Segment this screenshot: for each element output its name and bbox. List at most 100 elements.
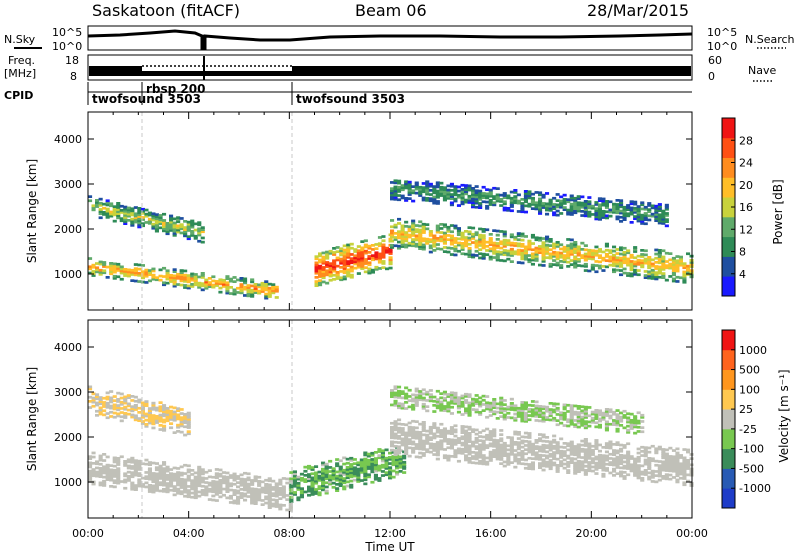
power-cell [622,207,627,211]
velocity-cell [449,446,454,450]
velocity-cell [397,437,402,440]
power-cell [318,283,323,287]
velocity-cell [418,394,423,397]
velocity-cell [643,452,648,456]
velocity-cell [538,407,543,410]
velocity-cell [573,449,578,452]
velocity-cell [569,406,574,409]
power-cell [346,245,351,249]
velocity-cell [384,463,389,466]
power-cell [397,190,402,193]
velocity-cell [91,468,96,471]
power-cell [421,237,426,241]
velocity-cell [314,481,319,485]
power-cell [377,260,382,264]
velocity-cell [147,484,152,487]
velocity-cell [428,428,433,431]
power-cell [314,276,319,279]
power-cell [397,236,402,240]
power-cell [590,265,595,269]
power-cell [442,198,447,202]
power-cell [671,256,676,260]
velocity-cell [456,410,461,414]
velocity-cell [331,475,336,479]
velocity-cell [530,408,535,412]
power-cell [633,273,638,276]
velocity-cell [172,416,177,420]
velocity-cell [566,403,571,407]
power-cell [506,249,511,253]
velocity-cell [460,394,465,398]
velocity-cell [604,412,609,415]
velocity-cell [380,449,385,453]
power-colorbar-swatch [722,236,735,257]
velocity-cell [650,457,655,461]
power-cell [176,274,181,278]
power-cell [271,287,276,291]
power-cell [478,237,483,241]
power-cell [239,285,244,288]
velocity-cell [140,407,145,411]
power-cell [404,186,409,190]
velocity-cell [214,482,219,486]
velocity-cell [418,439,423,442]
power-cell [393,225,398,229]
velocity-cell [576,449,581,453]
velocity-cell [449,397,454,401]
power-cell [133,214,138,218]
velocity-cell [359,468,364,472]
power-cell [509,209,514,213]
power-cell [95,201,100,204]
velocity-cell [478,396,483,400]
velocity-cell [566,465,571,468]
velocity-cell [471,428,476,431]
velocity-cell [576,453,581,457]
velocity-cell [608,440,613,444]
power-cell [123,205,128,209]
power-cell [576,258,581,261]
power-cell [608,210,613,214]
velocity-cell [633,474,638,477]
velocity-cell [310,482,315,486]
power-cell [446,230,451,233]
velocity-cell [393,440,398,444]
power-cell [506,243,511,247]
power-cell [123,220,128,223]
velocity-cell [467,411,472,415]
velocity-cell [513,408,518,412]
power-cell [654,217,659,220]
power-cell [569,213,574,216]
velocity-cell [460,400,465,404]
power-cell [587,250,592,254]
velocity-cell [671,459,676,463]
velocity-cell [594,417,599,420]
velocity-cell [356,478,361,481]
velocity-cell [370,468,375,472]
velocity-cell [636,455,641,459]
velocity-cell [112,403,117,407]
velocity-cell [538,439,543,443]
power-cell [523,235,528,238]
power-cell [411,238,416,241]
velocity-cell [640,416,645,419]
velocity-cell [384,458,389,462]
velocity-cell [513,416,518,420]
power-cell [179,275,184,279]
velocity-cell [137,459,142,463]
velocity-cell [650,444,655,448]
power-cell [654,261,659,264]
power-cell [608,257,613,261]
velocity-cell [140,483,145,486]
velocity-cell [404,450,409,453]
velocity-cell [228,476,233,479]
velocity-cell [285,498,290,501]
velocity-cell [102,475,107,479]
power-cell [112,205,117,208]
velocity-cell [147,471,152,475]
power-cell [147,279,152,283]
velocity-cell [608,414,613,418]
velocity-cell [169,482,174,486]
velocity-cell [373,467,378,471]
power-cell [538,203,543,207]
power-cell [481,228,486,231]
